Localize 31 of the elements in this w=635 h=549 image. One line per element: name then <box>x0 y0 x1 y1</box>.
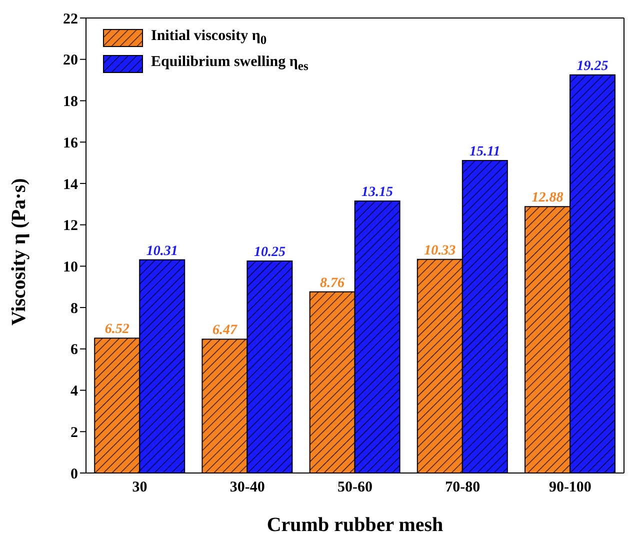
y-tick-label: 4 <box>70 384 78 400</box>
y-tick-label: 16 <box>63 135 78 152</box>
x-tick-label: 30-40 <box>230 480 265 496</box>
y-tick-label: 0 <box>70 466 78 482</box>
data-label: 6.52 <box>104 322 130 338</box>
data-label: 10.31 <box>146 244 178 259</box>
data-label: 10.33 <box>424 243 456 258</box>
legend-label: Initial viscosity η$_{0}$ <box>151 28 267 48</box>
y-tick-label: 10 <box>63 260 78 276</box>
data-label: 15.11 <box>470 144 500 160</box>
x-tick-label: 90-100 <box>548 480 592 496</box>
y-tick-label: 14 <box>63 176 78 193</box>
x-tick-label: 30 <box>132 480 148 496</box>
y-tick-label: 2 <box>70 424 78 441</box>
y-tick-label: 8 <box>70 300 78 317</box>
data-label: 12.88 <box>532 190 564 206</box>
x-tick-label: 50-60 <box>338 480 372 496</box>
y-tick-label: 18 <box>63 94 78 110</box>
data-label: 19.25 <box>576 58 608 74</box>
data-label: 8.76 <box>320 276 345 291</box>
data-label: 6.47 <box>212 323 238 338</box>
y-tick-label: 6 <box>70 342 78 358</box>
y-tick-label: 20 <box>63 52 78 69</box>
y-axis-title: Viscosity η (Pa·s) <box>8 178 30 326</box>
x-axis-title: Crumb rubber mesh <box>266 514 444 536</box>
x-tick-label: 70-80 <box>445 480 480 496</box>
y-tick-label: 22 <box>63 11 78 28</box>
y-tick-label: 12 <box>63 218 78 234</box>
legend-label: Equilibrium swelling η$_{es}$ <box>151 54 308 74</box>
data-label: 13.15 <box>362 185 394 200</box>
data-label: 10.25 <box>254 245 286 260</box>
